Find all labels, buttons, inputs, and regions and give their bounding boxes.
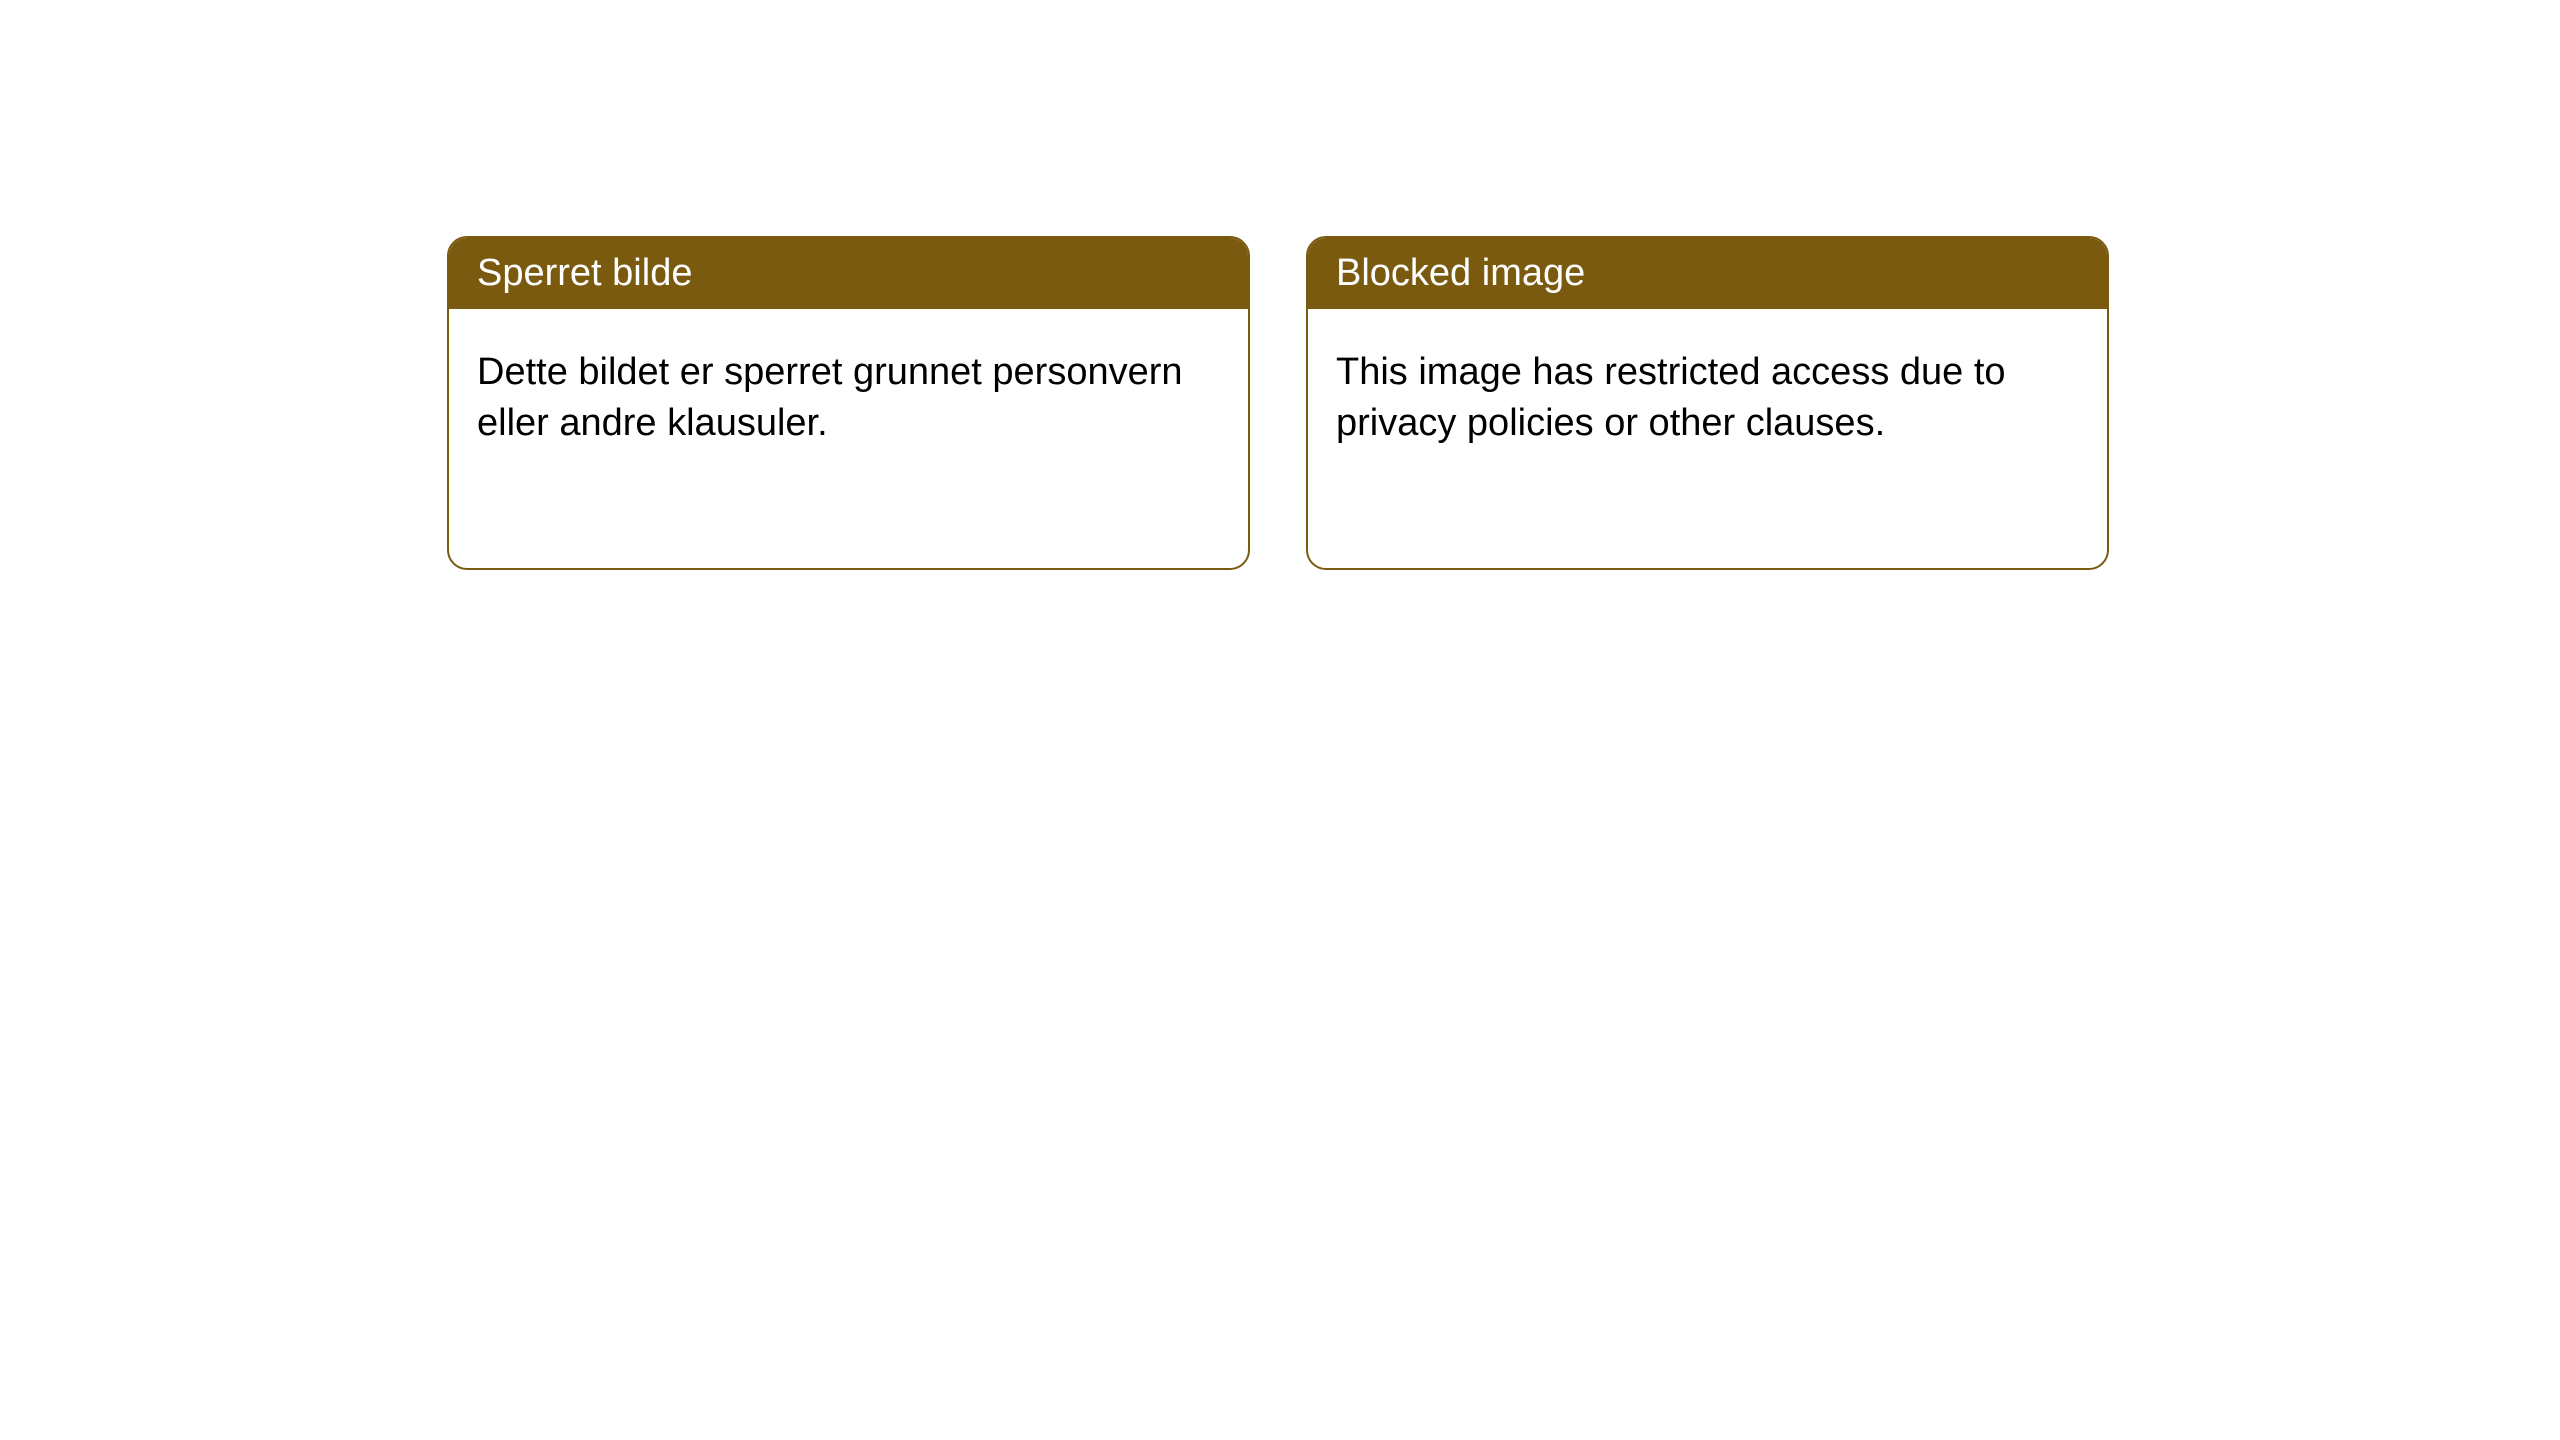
notice-body-english: This image has restricted access due to … [1308,309,2107,488]
notice-title-english: Blocked image [1308,238,2107,309]
notice-container: Sperret bilde Dette bildet er sperret gr… [0,0,2560,570]
notice-card-english: Blocked image This image has restricted … [1306,236,2109,570]
notice-card-norwegian: Sperret bilde Dette bildet er sperret gr… [447,236,1250,570]
notice-body-norwegian: Dette bildet er sperret grunnet personve… [449,309,1248,488]
notice-title-norwegian: Sperret bilde [449,238,1248,309]
